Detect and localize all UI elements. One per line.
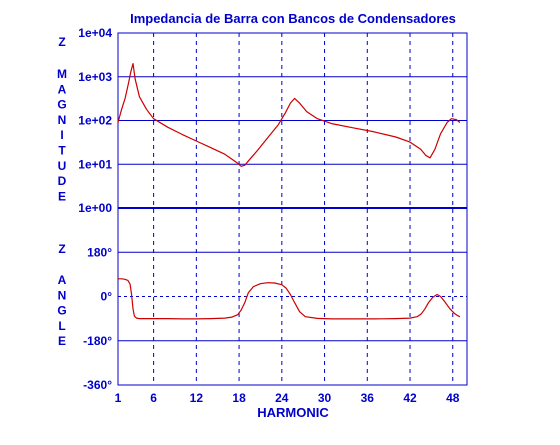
x-tick-label: 36 [361, 391, 375, 405]
x-tick-label: 6 [150, 391, 157, 405]
angle-axis-letter: A [58, 273, 67, 287]
x-tick-label: 18 [232, 391, 246, 405]
magnitude-tick-label: 1e+03 [78, 70, 112, 84]
angle-axis-letter: L [58, 319, 65, 333]
angle-tick-label: -360° [83, 378, 112, 392]
magnitude-axis-letter: Z [58, 35, 65, 49]
angle-axis-letter: Z [58, 242, 65, 256]
x-tick-label: 1 [115, 391, 122, 405]
magnitude-tick-label: 1e+01 [78, 157, 112, 171]
curve-layer [117, 63, 461, 320]
angle-series-line [118, 278, 461, 320]
magnitude-axis-letter: A [58, 82, 67, 96]
magnitude-axis-letter: E [58, 189, 66, 203]
x-tick-label: 30 [318, 391, 332, 405]
magnitude-axis-letter: D [58, 174, 67, 188]
magnitude-series-line [117, 63, 461, 167]
x-tick-label: 48 [446, 391, 460, 405]
magnitude-tick-label: 1e+00 [78, 201, 112, 215]
x-tick-label: 12 [190, 391, 204, 405]
magnitude-axis-letter: N [58, 113, 67, 127]
angle-tick-label: 0° [101, 290, 113, 304]
x-axis-title: HARMONIC [257, 405, 329, 420]
magnitude-axis-letter: G [57, 98, 66, 112]
magnitude-axis-letter: M [57, 67, 67, 81]
x-tick-label: 42 [403, 391, 417, 405]
angle-tick-label: -180° [83, 334, 112, 348]
x-tick-label: 24 [275, 391, 289, 405]
angle-axis-letter: N [58, 288, 67, 302]
angle-tick-label: 180° [87, 245, 112, 259]
grid-layer [117, 32, 468, 386]
magnitude-axis-letter: I [60, 128, 63, 142]
magnitude-axis-letter: T [58, 144, 66, 158]
chart-title: Impedancia de Barra con Bancos de Conden… [130, 11, 456, 26]
magnitude-tick-label: 1e+02 [78, 114, 112, 128]
magnitude-tick-label: 1e+04 [78, 26, 112, 40]
angle-axis-letter: G [57, 304, 66, 318]
magnitude-axis-letter: U [58, 159, 67, 173]
axis-labels-layer: 1e+00 1e+01 1e+02 1e+03 1e+04 180° 0° -180° -360… [57, 26, 460, 405]
angle-axis-letter: E [58, 334, 66, 348]
